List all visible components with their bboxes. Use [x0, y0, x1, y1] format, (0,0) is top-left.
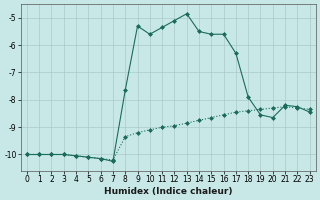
X-axis label: Humidex (Indice chaleur): Humidex (Indice chaleur): [104, 187, 233, 196]
